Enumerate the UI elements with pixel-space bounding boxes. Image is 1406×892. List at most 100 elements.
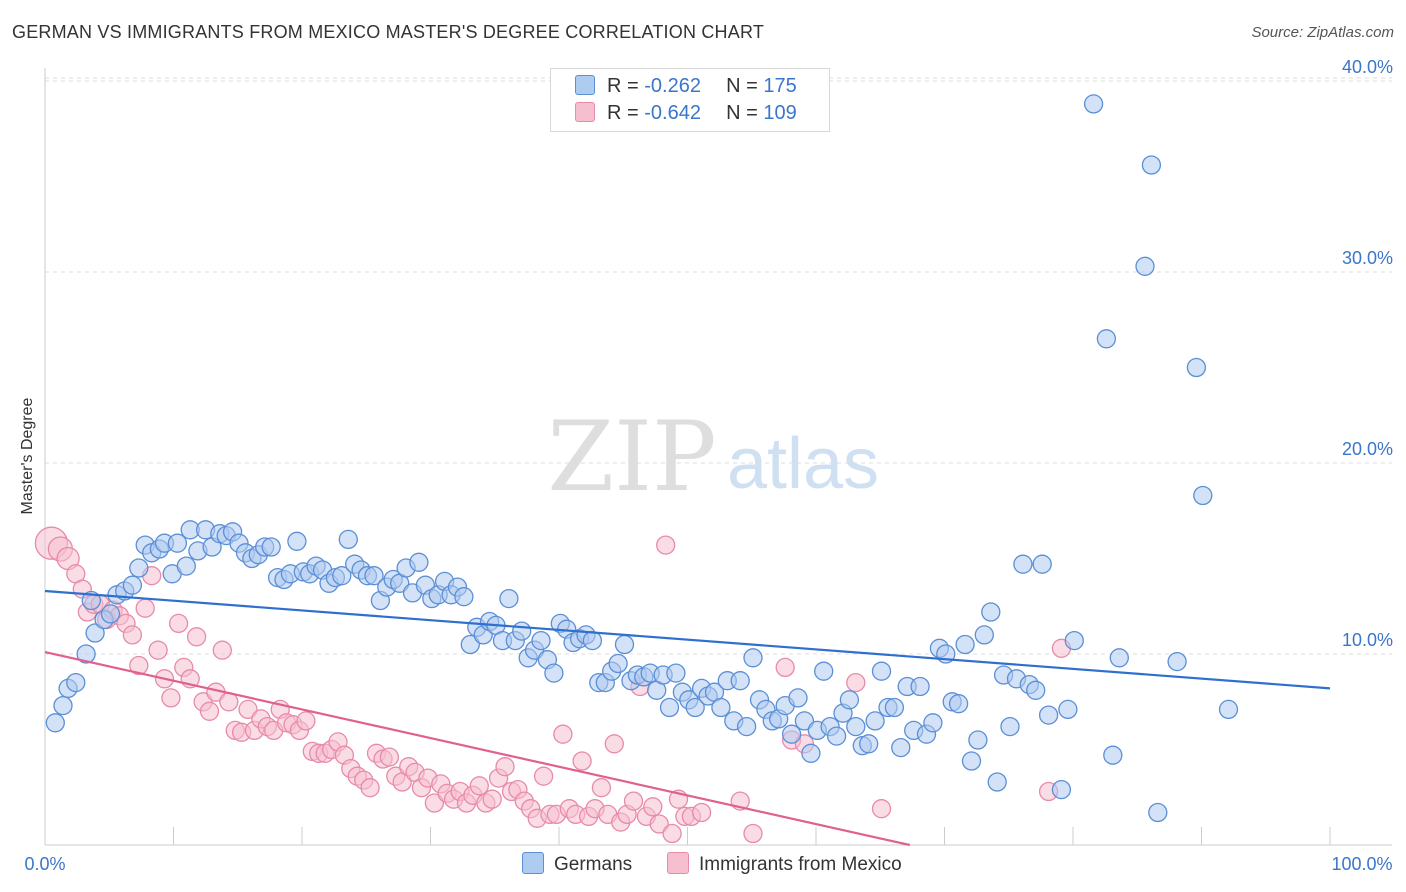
germans-point <box>859 734 879 754</box>
germans-point <box>981 602 1001 622</box>
bottom-legend-mexico: Immigrants from Mexico <box>667 852 902 876</box>
germans-point <box>839 690 860 710</box>
germans-point <box>846 716 866 737</box>
mexico-point <box>662 823 682 844</box>
germans-point <box>454 587 474 607</box>
germans-point <box>826 726 847 746</box>
mexico-point <box>296 711 316 731</box>
germans-point <box>1096 329 1117 349</box>
germans-point <box>76 644 96 664</box>
germans-point <box>1064 630 1084 651</box>
germans-point <box>923 713 943 733</box>
germans-point <box>1083 94 1104 114</box>
germans-point <box>287 531 307 551</box>
germans-point <box>460 634 480 655</box>
germans-point <box>1032 554 1052 574</box>
chart-source: Source: ZipAtlas.com <box>1251 24 1394 41</box>
legend-r-label: R = <box>607 102 639 124</box>
mexico-point <box>469 776 489 796</box>
germans-point <box>1103 745 1123 765</box>
germans-point <box>332 566 352 586</box>
germans-point <box>794 711 815 731</box>
mexico-point <box>775 657 795 678</box>
germans-point <box>1013 554 1033 574</box>
germans-point <box>608 653 628 674</box>
bottom-legend-swatch-mexico <box>667 852 689 874</box>
mexico-point <box>643 797 663 817</box>
germans-point <box>1186 357 1207 378</box>
watermark-atlas: atlas <box>727 424 879 504</box>
germans-point <box>1000 716 1020 737</box>
germans-point <box>948 694 969 714</box>
y-tick-label: 10.0% <box>1342 630 1393 650</box>
mexico-point <box>360 778 380 798</box>
germans-point <box>582 630 603 651</box>
y-axis-label: Master's Degree <box>19 397 36 514</box>
germans-point <box>167 533 188 553</box>
mexico-point <box>424 793 445 813</box>
axis-layer: 10.0% 20.0% 30.0% 40.0% 0.0% 100.0% <box>24 57 1393 874</box>
bottom-legend-label-mexico: Immigrants from Mexico <box>699 854 902 875</box>
legend-row-mexico: R = -0.642 N = 109 <box>575 102 797 125</box>
legend-r-mexico: -0.642 <box>644 102 701 124</box>
mexico-point <box>846 672 866 693</box>
germans-point <box>53 695 73 716</box>
mexico-point <box>871 799 892 819</box>
mexico-point <box>212 640 232 660</box>
germans-point <box>865 711 885 731</box>
legend-n-mexico: 109 <box>763 102 797 124</box>
mexico-point <box>186 627 207 647</box>
germans-point <box>261 537 281 557</box>
germans-point <box>122 575 143 595</box>
legend-n-label: N = <box>726 75 758 97</box>
mexico-point <box>482 789 502 809</box>
germans-point <box>1218 699 1239 720</box>
germans-point <box>781 724 802 744</box>
mexico-point <box>623 791 644 811</box>
germans-point <box>338 529 358 550</box>
germans-point <box>891 737 911 758</box>
mexico-point <box>495 757 515 777</box>
germans-point <box>1167 651 1187 672</box>
germans-point <box>100 604 121 624</box>
chart-title: GERMAN VS IMMIGRANTS FROM MEXICO MASTER'… <box>12 22 765 42</box>
germans-point <box>129 558 149 578</box>
mexico-point <box>135 598 155 618</box>
germans-point <box>531 630 551 651</box>
germans-point <box>512 621 532 641</box>
mexico-point <box>122 625 143 645</box>
germans-point <box>884 697 905 718</box>
legend-row-germans: R = -0.262 N = 175 <box>575 75 797 98</box>
mexico-point <box>379 747 400 767</box>
legend-n-germans: 175 <box>763 75 797 97</box>
germans-point <box>987 772 1007 792</box>
mexico-point <box>129 655 149 676</box>
mexico-point <box>168 613 189 634</box>
bottom-legend-label-germans: Germans <box>554 854 633 875</box>
germans-point <box>1038 705 1059 725</box>
mexico-point <box>199 701 220 721</box>
germans-point <box>85 623 105 643</box>
y-tick-label: 40.0% <box>1342 57 1393 77</box>
germans-point <box>659 697 680 718</box>
correlation-legend: R = -0.262 N = 175 R = -0.642 N = 109 <box>550 68 830 132</box>
germans-point <box>1109 648 1129 668</box>
germans-point <box>968 730 988 750</box>
germans-point <box>814 661 834 681</box>
germans-point <box>364 566 384 586</box>
mexico-point <box>649 814 669 834</box>
mexico-point <box>238 699 258 720</box>
legend-swatch-mexico <box>575 102 595 122</box>
germans-point <box>974 625 994 645</box>
watermark: ZIP atlas <box>547 401 879 513</box>
germans-point <box>801 743 821 763</box>
germans-point <box>1058 699 1078 720</box>
mexico-point <box>656 535 676 555</box>
mexico-point <box>533 766 554 786</box>
mexico-point <box>691 802 712 823</box>
y-tick-label: 30.0% <box>1342 248 1393 268</box>
germans-point <box>614 634 635 655</box>
germans-point <box>871 661 892 681</box>
germans-point <box>730 671 750 691</box>
